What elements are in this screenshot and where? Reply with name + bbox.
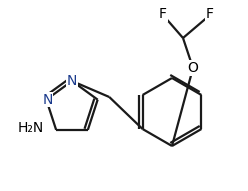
Text: F: F — [206, 7, 214, 21]
Text: H₂N: H₂N — [18, 121, 44, 135]
Text: F: F — [159, 7, 167, 21]
Text: N: N — [42, 93, 53, 107]
Text: O: O — [187, 61, 198, 75]
Text: N: N — [67, 74, 77, 88]
